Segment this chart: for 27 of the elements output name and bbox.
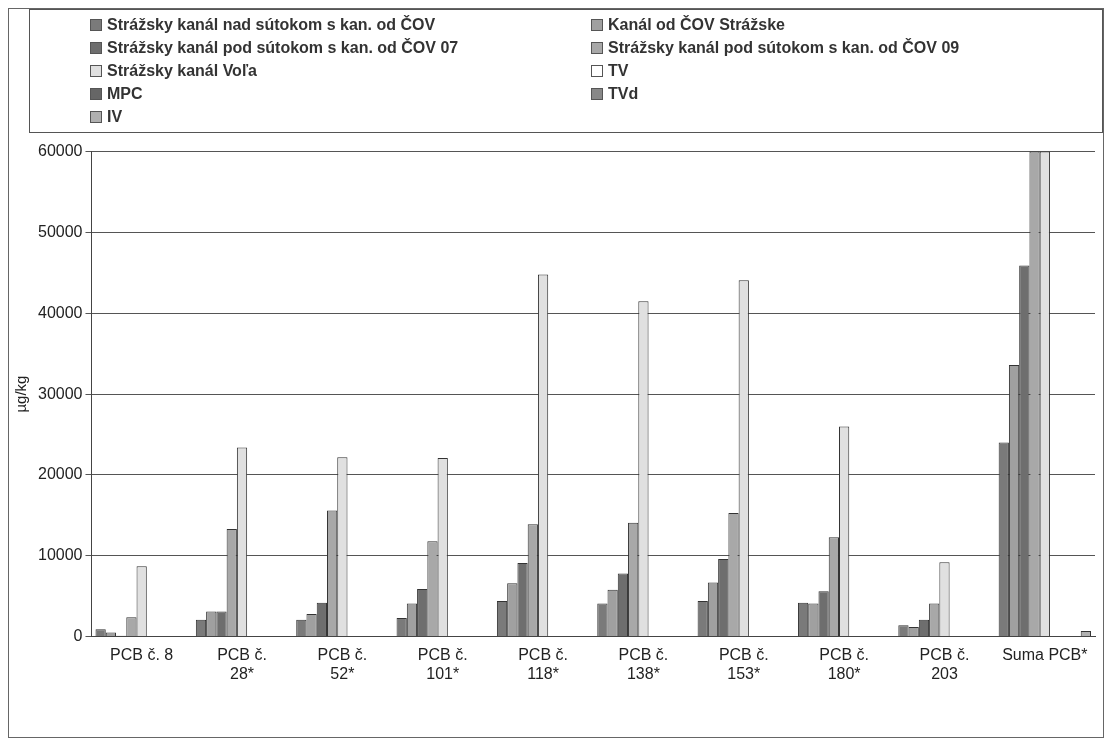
- x-tick-label: PCB č. 138*: [618, 645, 669, 682]
- x-tick-label: PCB č. 203: [919, 645, 970, 682]
- legend-label: TV: [608, 62, 629, 80]
- y-tick-label: 30000: [37, 384, 83, 402]
- x-tick-label: Suma PCB*: [1002, 645, 1088, 663]
- x-tick-label: PCB č. 180*: [819, 645, 870, 682]
- y-tick-label: 0: [73, 627, 83, 645]
- x-tick-label: PCB č. 52*: [317, 645, 368, 682]
- legend-label: MPC: [107, 85, 143, 103]
- y-tick-label: 50000: [37, 222, 83, 240]
- x-tick-label: PCB č. 28*: [217, 645, 267, 682]
- legend-label: Kanál od ČOV Strážske: [608, 16, 785, 34]
- legend-label: Strážsky kanál nad sútokom s kan. od ČOV: [107, 16, 436, 34]
- y-tick-label: 10000: [37, 546, 83, 564]
- legend-label: TVd: [608, 85, 639, 103]
- x-tick-label: PCB č. 153*: [718, 645, 769, 682]
- x-tick-label: PCB č. 8: [110, 645, 174, 663]
- legend-label: Strážsky kanál pod sútokom s kan. od ČOV 07: [107, 39, 459, 57]
- x-tick-label: PCB č. 101*: [417, 645, 468, 682]
- y-tick-label: 20000: [37, 465, 83, 483]
- x-tick-label: PCB č. 118*: [518, 645, 568, 682]
- y-tick-label: 60000: [37, 142, 83, 160]
- y-axis-title: µg/kg: [12, 375, 30, 413]
- y-tick-label: 40000: [37, 303, 83, 321]
- legend-label: Strážsky kanál pod sútokom s kan. od ČOV 09: [608, 39, 960, 57]
- legend-label: Strážsky kanál Voľa: [107, 62, 257, 80]
- legend-label: IV: [107, 108, 123, 126]
